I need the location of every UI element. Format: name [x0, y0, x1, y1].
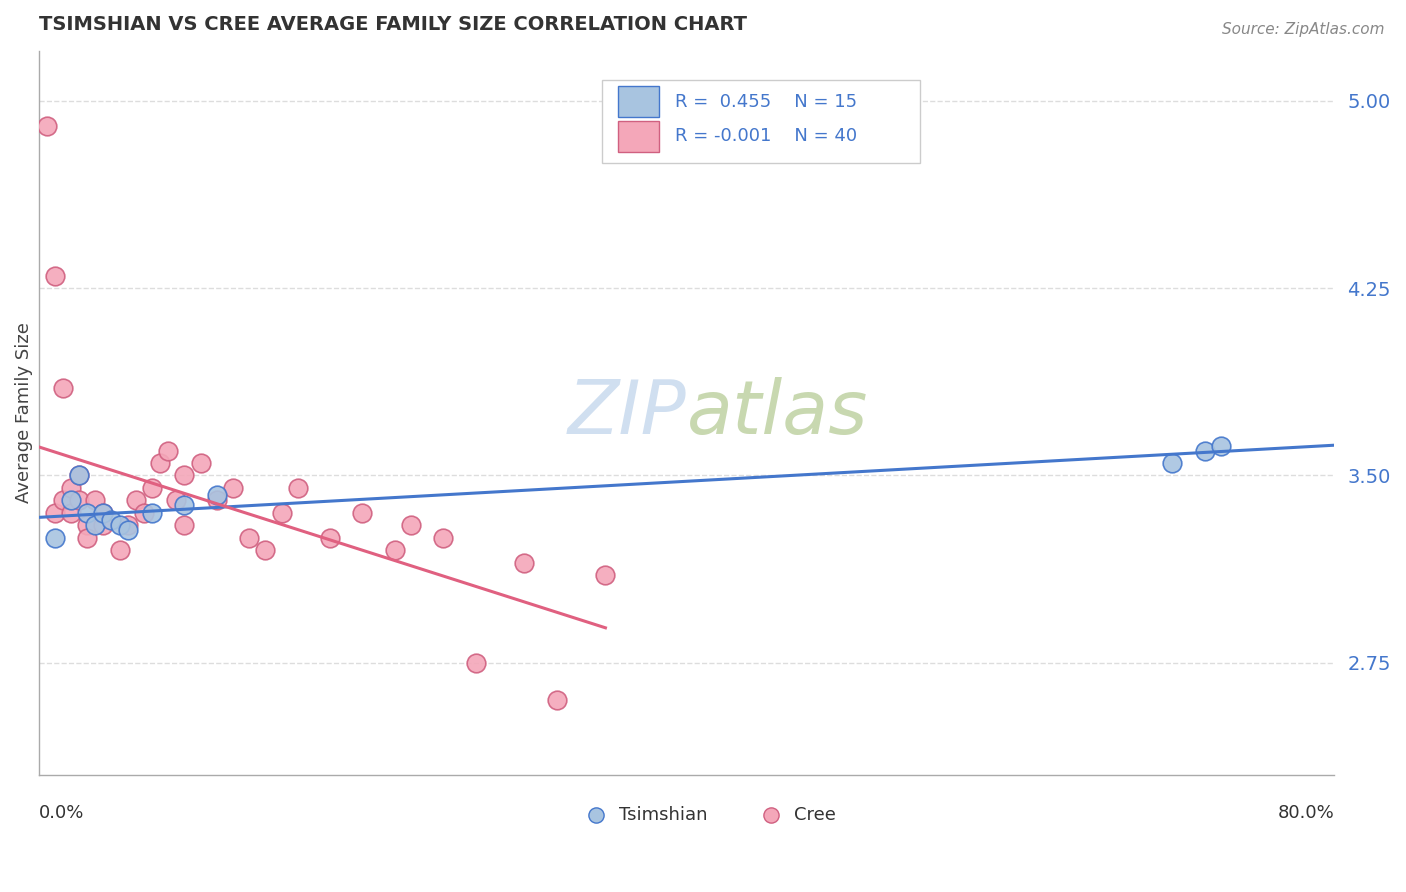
Point [513, 556, 536, 570]
Point [84, 493, 107, 508]
Point [52, 381, 75, 395]
Point [59, 481, 82, 495]
Point [117, 518, 139, 533]
Point [173, 499, 195, 513]
Point [287, 481, 309, 495]
Point [1194, 443, 1216, 458]
FancyBboxPatch shape [602, 79, 920, 163]
Point [238, 531, 260, 545]
Point [93, 506, 115, 520]
Point [595, 568, 617, 582]
Point [44, 531, 66, 545]
Text: atlas: atlas [686, 377, 868, 449]
Point [132, 506, 155, 520]
Text: 0.0%: 0.0% [38, 805, 84, 822]
Point [108, 543, 131, 558]
Point [432, 531, 454, 545]
Point [270, 506, 292, 520]
Text: ZIP: ZIP [568, 377, 686, 449]
Point [93, 506, 115, 520]
Point [319, 531, 342, 545]
Point [100, 513, 122, 527]
Point [165, 493, 187, 508]
Point [173, 518, 195, 533]
Point [35, 119, 58, 133]
Point [352, 506, 374, 520]
Point [44, 506, 66, 520]
Point [384, 543, 406, 558]
Point [117, 524, 139, 538]
Point [141, 481, 163, 495]
Point [52, 493, 75, 508]
Point [141, 506, 163, 520]
Text: Source: ZipAtlas.com: Source: ZipAtlas.com [1222, 22, 1385, 37]
Text: R =  0.455    N = 15: R = 0.455 N = 15 [675, 93, 856, 111]
Point [108, 518, 131, 533]
Point [149, 456, 172, 470]
Point [173, 468, 195, 483]
Point [205, 488, 228, 502]
Point [157, 443, 180, 458]
Point [44, 268, 66, 283]
Point [399, 518, 422, 533]
Point [59, 506, 82, 520]
Text: R = -0.001    N = 40: R = -0.001 N = 40 [675, 128, 856, 145]
Point [205, 493, 228, 508]
Point [93, 518, 115, 533]
Text: TSIMSHIAN VS CREE AVERAGE FAMILY SIZE CORRELATION CHART: TSIMSHIAN VS CREE AVERAGE FAMILY SIZE CO… [38, 15, 747, 34]
Point [67, 468, 90, 483]
Text: 80.0%: 80.0% [1278, 805, 1334, 822]
Point [67, 493, 90, 508]
Point [546, 693, 568, 707]
Text: Tsimshian: Tsimshian [619, 806, 707, 824]
FancyBboxPatch shape [617, 87, 659, 117]
Text: Cree: Cree [794, 806, 835, 824]
Point [67, 468, 90, 483]
Point [84, 518, 107, 533]
Point [190, 456, 212, 470]
Point [59, 493, 82, 508]
Point [1161, 456, 1184, 470]
Point [76, 531, 98, 545]
Point [222, 481, 245, 495]
Y-axis label: Average Family Size: Average Family Size [15, 323, 32, 503]
Point [1209, 438, 1232, 452]
Point [76, 506, 98, 520]
Point [125, 493, 148, 508]
Point [76, 518, 98, 533]
Point [464, 656, 486, 670]
FancyBboxPatch shape [617, 121, 659, 152]
Point [254, 543, 277, 558]
